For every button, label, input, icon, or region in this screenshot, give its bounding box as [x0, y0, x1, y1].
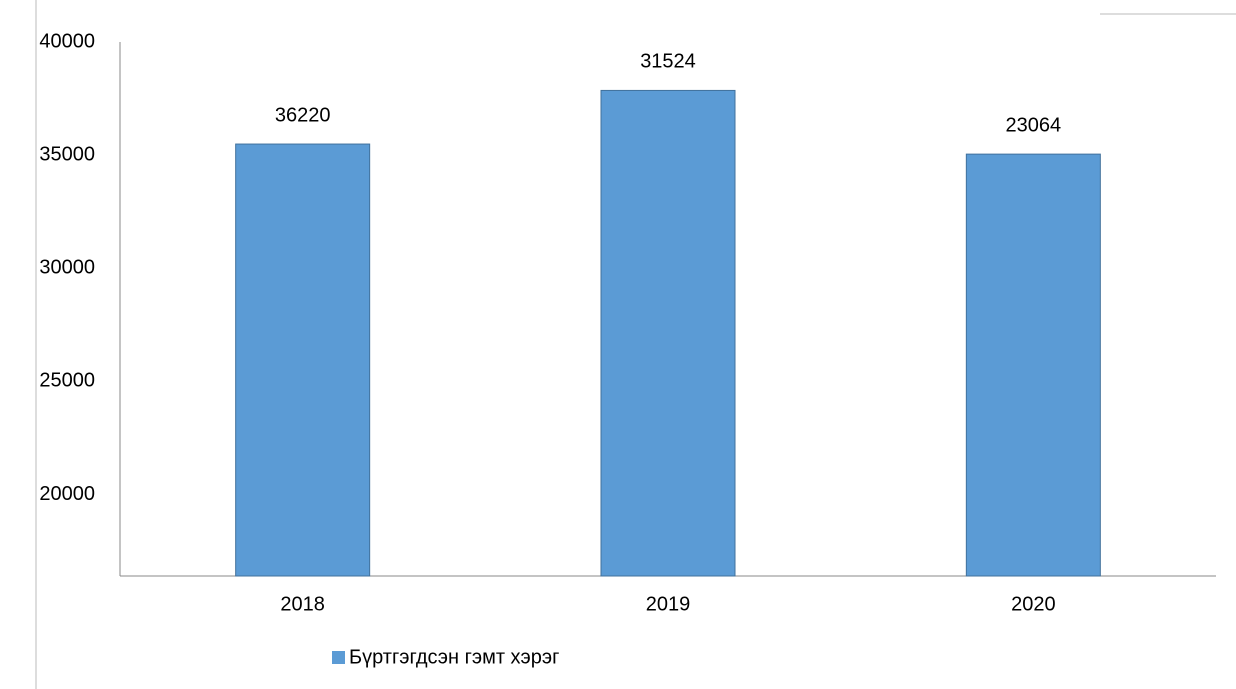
bar	[600, 89, 736, 577]
legend-label: Бүртгэгдсэн гэмт хэрэг	[349, 646, 559, 668]
y-tick-label: 25000	[39, 370, 95, 392]
x-tick-label: 2019	[646, 593, 691, 615]
y-tick-label: 35000	[39, 143, 95, 165]
bar	[235, 143, 371, 577]
data-label: 23064	[1006, 114, 1062, 136]
data-label: 31524	[640, 51, 696, 73]
x-tick-label: 2020	[1011, 593, 1056, 615]
x-tick-label: 2018	[280, 593, 325, 615]
bar	[965, 153, 1101, 577]
y-tick-label: 30000	[39, 257, 95, 279]
y-tick-label: 20000	[39, 483, 95, 505]
legend-swatch	[332, 651, 345, 664]
y-tick-label: 40000	[39, 30, 95, 52]
data-label: 36220	[275, 104, 331, 126]
